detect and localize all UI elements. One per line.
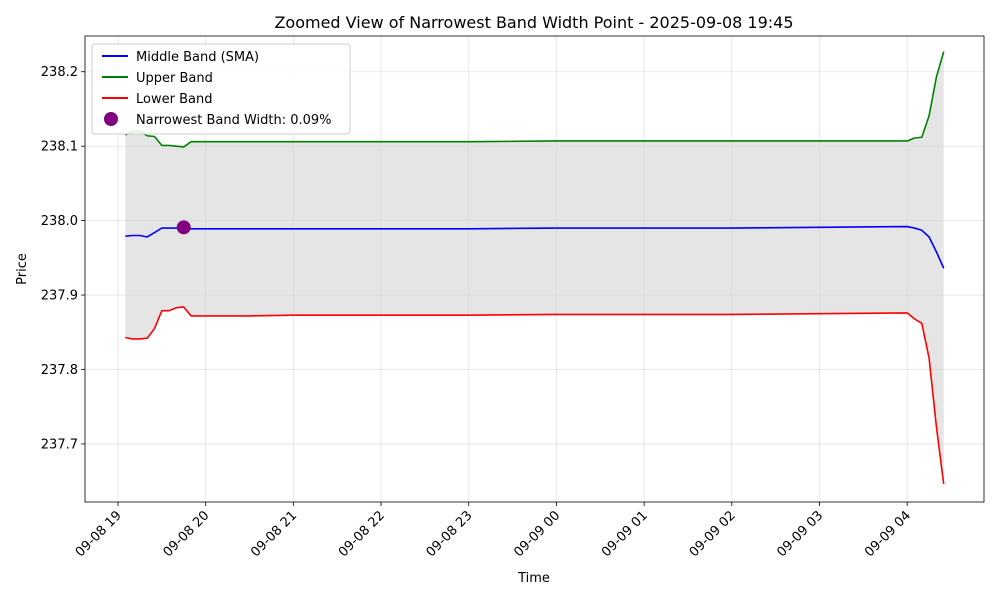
x-tick-label: 09-09 01 [599,508,651,560]
x-tick-label: 09-08 19 [73,508,125,560]
y-axis-label: Price [15,253,30,285]
series-layer [124,51,945,485]
y-tick-label: 237.8 [41,363,78,378]
band-fill [125,51,944,485]
legend-label-middle-band: Middle Band (SMA) [136,50,259,65]
x-tick-label: 09-08 20 [161,508,213,560]
band-fill-layer [125,51,944,485]
marker-layer [176,220,191,235]
upper-band-line [124,51,945,148]
middle-band-line [125,225,945,269]
legend-label-narrowest-marker: Narrowest Band Width: 0.09% [136,113,332,128]
x-tick-label: 09-08 23 [424,508,476,560]
plot-area-frame [84,35,985,503]
x-axis-label: Time [517,571,550,586]
x-ticks-layer: 09-08 19 09-08 20 09-08 21 09-08 22 09-08 23… [73,502,914,560]
legend-box [91,43,351,135]
x-tick-label: 09-08 21 [248,508,300,560]
y-tick-label: 238.2 [41,65,78,80]
x-tick-label: 09-09 00 [511,508,563,560]
legend: Middle Band (SMA) Upper Band Lower Band … [91,43,351,135]
legend-label-lower-band: Lower Band [136,92,212,107]
x-tick-label: 09-09 02 [687,508,739,560]
legend-swatch-narrowest-marker [104,112,118,126]
chart-title: Zoomed View of Narrowest Band Width Poin… [274,13,793,32]
x-tick-label: 09-08 22 [336,508,388,560]
y-tick-label: 237.9 [41,289,78,304]
x-tick-label: 09-09 04 [862,508,914,560]
y-tick-label: 238.1 [41,140,78,155]
x-tick-label: 09-09 03 [774,508,826,560]
legend-label-upper-band: Upper Band [136,71,213,86]
y-tick-label: 238.0 [41,214,78,229]
y-tick-label: 237.7 [41,437,78,452]
narrowest-band-marker [176,220,191,235]
y-ticks-layer: 237.7 237.8 237.9 238.0 238.1 238.2 [41,65,85,452]
lower-band-line [125,306,945,485]
